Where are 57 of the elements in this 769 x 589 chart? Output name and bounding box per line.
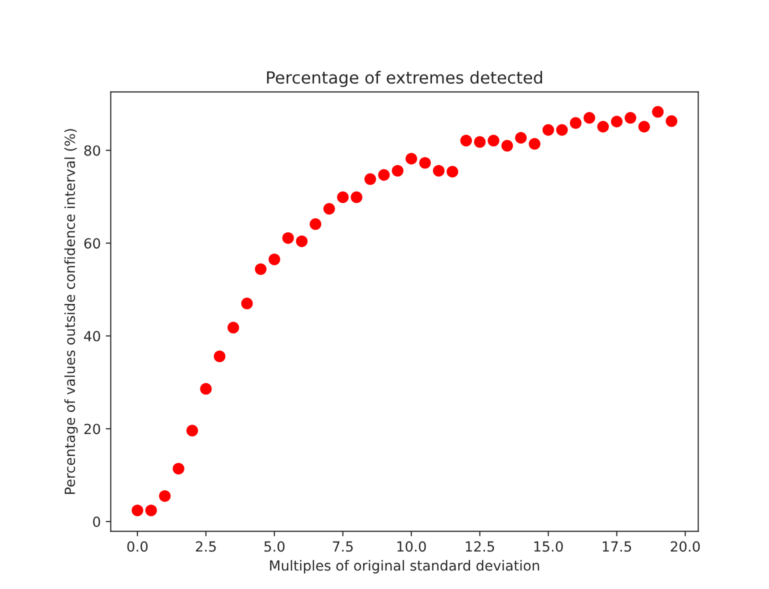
point [145,504,157,516]
x-tick-label: 20.0 [670,541,700,552]
point [474,136,486,148]
x-tick-label: 12.5 [466,541,494,552]
point [172,462,184,474]
point [610,116,623,128]
point [282,232,294,244]
point [584,112,596,124]
point [227,322,240,334]
y-tick-label: 0 [93,516,100,528]
point [310,218,322,230]
y-axis-title: Percentage of values outside confidence interval (%) [64,129,78,494]
y-tick-label: 60 [84,238,100,249]
point [419,157,431,169]
y-tick-label: 80 [84,145,100,156]
point [460,134,472,146]
x-tick-label: 10.0 [397,541,426,552]
point [200,383,212,395]
point [542,124,554,136]
x-tick-label: 17.5 [602,541,632,552]
point [186,424,198,436]
point [515,132,527,144]
point [406,152,418,165]
point [241,298,253,310]
point [666,115,678,127]
point [488,134,500,146]
point [597,120,609,132]
point [624,112,636,124]
point [652,106,664,118]
y-tick-label: 20 [84,424,100,434]
point [528,138,540,150]
x-tick-label: 0.0 [127,541,148,552]
point [378,169,390,181]
chart-title: Percentage of extremes detected [267,70,542,88]
point [132,504,144,516]
y-tick-label: 40 [84,330,100,342]
point [364,173,376,185]
x-tick-label: 2.5 [196,541,216,552]
x-tick-label: 5.0 [264,541,285,552]
x-tick-label: 15.0 [534,541,563,552]
point [432,164,445,177]
point [268,254,280,266]
x-axis-title: Multiples of original standard deviation [270,560,540,574]
point [323,203,335,215]
point [446,166,458,178]
point [392,164,404,177]
point [638,120,650,132]
x-tick-label: 7.5 [332,541,353,552]
point [501,140,514,152]
point [214,350,226,362]
point [296,235,308,248]
point [350,191,362,204]
point [159,490,171,502]
point [337,191,349,204]
point [570,117,582,129]
point [556,124,568,136]
point [254,263,267,275]
